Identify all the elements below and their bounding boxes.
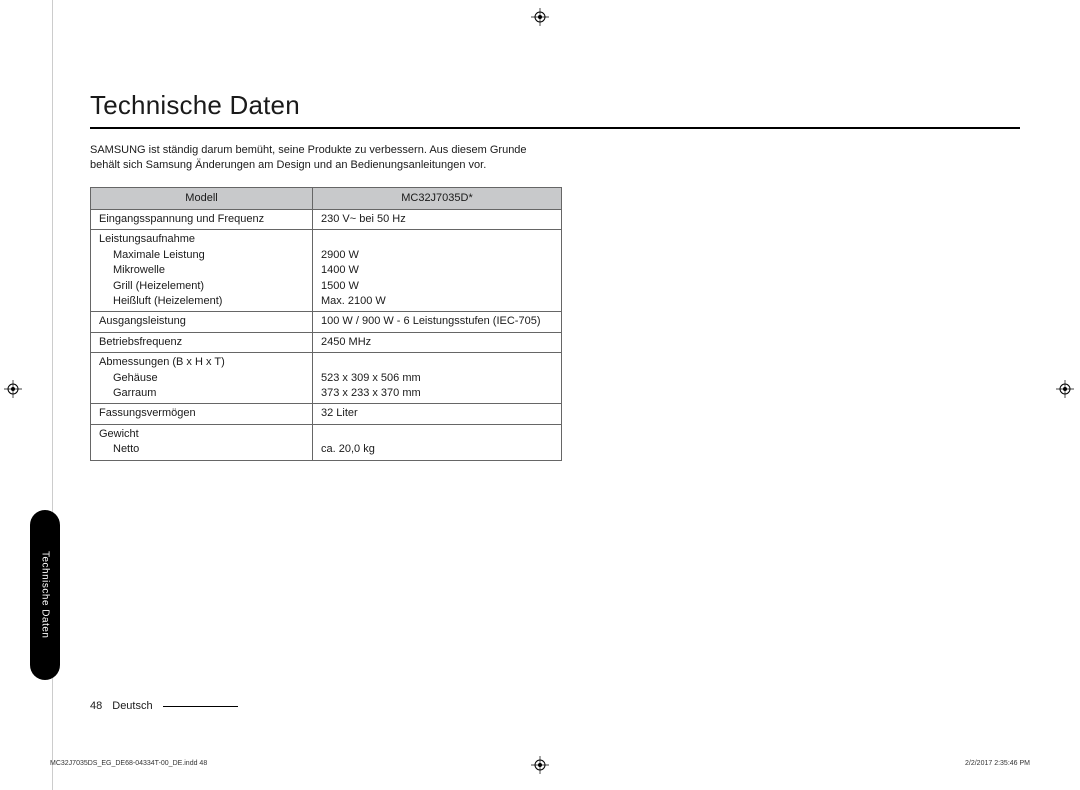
power-grill-label: Grill (Heizelement) xyxy=(99,279,204,294)
row-weight-label: Gewicht Netto xyxy=(91,424,313,460)
power-micro-value: 1400 W xyxy=(321,264,359,276)
page-number: 48 xyxy=(90,700,102,712)
power-conv-label: Heißluft (Heizelement) xyxy=(99,294,222,309)
page-language: Deutsch xyxy=(112,700,152,712)
spec-table: Modell MC32J7035D* Eingangsspannung und … xyxy=(90,187,562,461)
reg-mark-right-icon xyxy=(1056,380,1074,398)
row-capacity-value: 32 Liter xyxy=(313,404,562,424)
section-tab: Technische Daten xyxy=(30,510,60,680)
row-capacity-label: Fassungsvermögen xyxy=(91,404,313,424)
imprint-timestamp: 2/2/2017 2:35:46 PM xyxy=(965,760,1030,767)
row-freq-value: 2450 MHz xyxy=(313,332,562,352)
dim-label: Abmessungen (B x H x T) xyxy=(99,356,225,368)
dim-inner-value: 373 x 233 x 370 mm xyxy=(321,387,421,399)
row-input-voltage-value: 230 V~ bei 50 Hz xyxy=(313,210,562,230)
row-freq-label: Betriebsfrequenz xyxy=(91,332,313,352)
intro-line-2: behält sich Samsung Änderungen am Design… xyxy=(90,159,486,171)
dim-outer-label: Gehäuse xyxy=(99,371,158,386)
reg-mark-top-icon xyxy=(531,8,549,26)
dim-outer-value: 523 x 309 x 506 mm xyxy=(321,372,421,384)
row-output-label: Ausgangsleistung xyxy=(91,312,313,332)
weight-net-label: Netto xyxy=(99,442,139,457)
header-model: Modell xyxy=(91,187,313,209)
row-power-values: 2900 W 1400 W 1500 W Max. 2100 W xyxy=(313,230,562,312)
row-input-voltage-label: Eingangsspannung und Frequenz xyxy=(91,210,313,230)
row-output-value: 100 W / 900 W - 6 Leistungsstufen (IEC-7… xyxy=(313,312,562,332)
dim-inner-label: Garraum xyxy=(99,386,156,401)
power-max-value: 2900 W xyxy=(321,249,359,261)
reg-mark-bottom-icon xyxy=(531,756,549,774)
header-value: MC32J7035D* xyxy=(313,187,562,209)
power-micro-label: Mikrowelle xyxy=(99,263,165,278)
page-body: Technische Daten SAMSUNG ist ständig dar… xyxy=(90,90,1020,461)
power-max-label: Maximale Leistung xyxy=(99,248,205,263)
section-tab-label: Technische Daten xyxy=(40,551,51,639)
page-title: Technische Daten xyxy=(90,90,1020,121)
row-dim-values: 523 x 309 x 506 mm 373 x 233 x 370 mm xyxy=(313,353,562,404)
row-power-label: Leistungsaufnahme Maximale Leistung Mikr… xyxy=(91,230,313,312)
row-dim-label: Abmessungen (B x H x T) Gehäuse Garraum xyxy=(91,353,313,404)
intro-text: SAMSUNG ist ständig darum bemüht, seine … xyxy=(90,143,1020,173)
imprint-file: MC32J7035DS_EG_DE68-04334T-00_DE.indd 48 xyxy=(50,760,207,767)
power-label: Leistungsaufnahme xyxy=(99,233,195,245)
intro-line-1: SAMSUNG ist ständig darum bemüht, seine … xyxy=(90,144,527,156)
power-conv-value: Max. 2100 W xyxy=(321,295,386,307)
weight-net-value: ca. 20,0 kg xyxy=(321,443,375,455)
weight-label: Gewicht xyxy=(99,428,139,440)
row-weight-values: ca. 20,0 kg xyxy=(313,424,562,460)
power-grill-value: 1500 W xyxy=(321,280,359,292)
page-footer: 48 Deutsch xyxy=(90,700,238,712)
footer-rule xyxy=(163,706,238,707)
title-rule xyxy=(90,127,1020,129)
reg-mark-left-icon xyxy=(4,380,22,398)
